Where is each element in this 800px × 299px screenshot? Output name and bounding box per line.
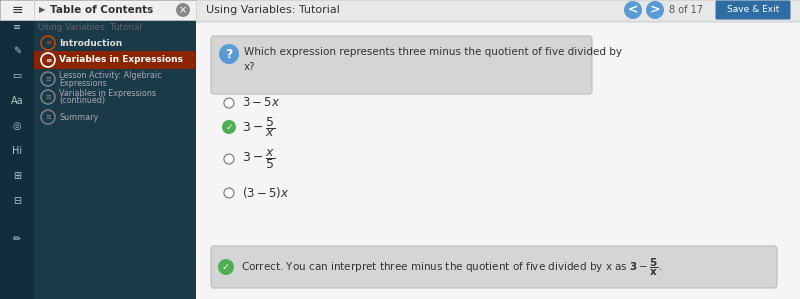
FancyBboxPatch shape — [34, 0, 196, 20]
Text: ⊞: ⊞ — [13, 171, 21, 181]
Text: $3-5x$: $3-5x$ — [242, 97, 281, 109]
Text: Hi: Hi — [12, 146, 22, 156]
FancyBboxPatch shape — [34, 51, 196, 69]
Circle shape — [176, 3, 190, 17]
Circle shape — [218, 259, 234, 275]
FancyBboxPatch shape — [0, 0, 34, 299]
Text: Table of Contents: Table of Contents — [50, 5, 154, 15]
Text: Correct. You can interpret three minus the quotient of five divided by x as $\ma: Correct. You can interpret three minus t… — [241, 256, 662, 278]
Text: x?: x? — [244, 62, 256, 72]
Text: $3-\dfrac{x}{5}$: $3-\dfrac{x}{5}$ — [242, 147, 275, 171]
Text: ×: × — [179, 5, 187, 15]
Text: Summary: Summary — [59, 112, 98, 121]
Text: ◎: ◎ — [13, 121, 22, 131]
Circle shape — [224, 98, 234, 108]
FancyBboxPatch shape — [196, 20, 800, 299]
Text: ≡: ≡ — [11, 3, 23, 17]
Text: ≡: ≡ — [45, 39, 51, 48]
Text: Variables in Expressions: Variables in Expressions — [59, 89, 156, 97]
Text: Variables in Expressions: Variables in Expressions — [59, 56, 183, 65]
Circle shape — [624, 1, 642, 19]
Text: ▶: ▶ — [38, 5, 46, 14]
Text: Expressions: Expressions — [59, 79, 106, 88]
Circle shape — [224, 154, 234, 164]
Text: (continued): (continued) — [59, 97, 105, 106]
Text: ✏: ✏ — [13, 234, 21, 244]
Circle shape — [222, 120, 236, 134]
Circle shape — [224, 188, 234, 198]
Text: <: < — [628, 3, 638, 16]
FancyBboxPatch shape — [211, 36, 592, 94]
Text: ✎: ✎ — [13, 46, 21, 56]
Text: Using Variables: Tutorial: Using Variables: Tutorial — [38, 24, 142, 33]
Text: ⊟: ⊟ — [13, 196, 21, 206]
Text: ≡: ≡ — [45, 114, 51, 120]
Text: >: > — [650, 3, 660, 16]
FancyBboxPatch shape — [211, 246, 777, 288]
FancyBboxPatch shape — [0, 0, 34, 20]
Text: ✓: ✓ — [222, 262, 230, 272]
Text: Which expression represents three minus the quotient of five divided by: Which expression represents three minus … — [244, 47, 622, 57]
Text: ✓: ✓ — [226, 123, 233, 132]
FancyBboxPatch shape — [715, 1, 790, 19]
Text: ≡: ≡ — [45, 56, 51, 65]
Text: Introduction: Introduction — [59, 39, 122, 48]
Text: Save & Exit: Save & Exit — [727, 5, 779, 14]
Text: 8 of 17: 8 of 17 — [669, 5, 703, 15]
FancyBboxPatch shape — [196, 0, 800, 20]
FancyBboxPatch shape — [0, 0, 196, 299]
FancyBboxPatch shape — [196, 20, 800, 23]
Text: ?: ? — [226, 48, 233, 60]
Circle shape — [646, 1, 664, 19]
Circle shape — [219, 44, 239, 64]
Text: $(3-5)x$: $(3-5)x$ — [242, 185, 290, 201]
Text: $3-\dfrac{5}{x}$: $3-\dfrac{5}{x}$ — [242, 115, 275, 139]
Text: ≡: ≡ — [13, 22, 21, 32]
Text: ≡: ≡ — [45, 94, 51, 100]
Text: Lesson Activity: Algebraic: Lesson Activity: Algebraic — [59, 71, 162, 80]
Text: ≡: ≡ — [45, 76, 51, 82]
Text: Aa: Aa — [10, 96, 23, 106]
Text: ▭: ▭ — [12, 71, 22, 81]
Text: Using Variables: Tutorial: Using Variables: Tutorial — [206, 5, 340, 15]
